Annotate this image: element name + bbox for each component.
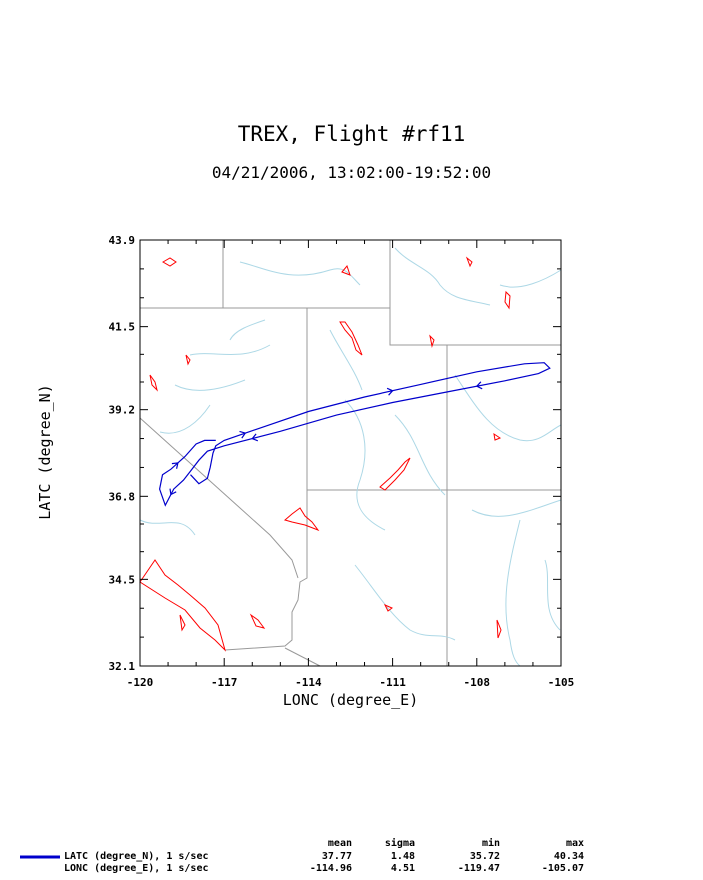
rivers	[139, 247, 562, 667]
stats-header-max: max	[565, 838, 584, 849]
direction-arrows	[169, 381, 483, 496]
y-tick-label: 32.1	[109, 660, 136, 673]
direction-arrow	[169, 488, 177, 496]
stats-header-mean: mean	[327, 838, 352, 849]
stats-row-label-lonc: LONC (degree_E), 1 s/sec	[64, 863, 209, 874]
y-tick-label: 43.9	[109, 234, 136, 247]
y-tick-label: 41.5	[109, 321, 136, 334]
direction-arrow	[171, 462, 179, 469]
flight-track-line	[158, 362, 551, 507]
x-axis-label: LONC (degree_E)	[282, 691, 419, 709]
chart-subtitle: 04/21/2006, 13:02:00-19:52:00	[211, 163, 492, 182]
stats-latc-min: 35.72	[469, 851, 500, 862]
x-tick-label: -114	[295, 676, 322, 689]
x-tick-label: -108	[464, 676, 491, 689]
y-tick-label: 34.5	[109, 573, 136, 586]
direction-arrow	[239, 430, 247, 439]
lakes	[139, 256, 511, 652]
axis-ticks	[139, 239, 562, 667]
direction-arrow	[386, 387, 394, 396]
y-tick-label: 39.2	[109, 404, 136, 417]
stats-header-min: min	[481, 838, 500, 849]
axis-tick-labels: -120 -117 -114 -111 -108 -105 32.1 34.5 36.8 39.2…	[109, 234, 575, 689]
x-tick-label: -120	[127, 676, 154, 689]
stats-lonc-mean: -114.96	[309, 863, 352, 874]
stats-latc-sigma: 1.48	[390, 851, 415, 862]
y-tick-label: 36.8	[109, 490, 136, 503]
stats-lonc-max: -105.07	[541, 863, 584, 874]
direction-arrow	[475, 381, 483, 390]
x-tick-label: -117	[211, 676, 238, 689]
y-axis-label: LATC (degree_N)	[36, 384, 54, 520]
plot-frame	[139, 239, 562, 667]
x-tick-label: -111	[379, 676, 406, 689]
stats-latc-max: 40.34	[553, 851, 584, 862]
stats-row-label-latc: LATC (degree_N), 1 s/sec	[64, 851, 209, 862]
stats-lonc-min: -119.47	[457, 863, 500, 874]
x-tick-label: -105	[548, 676, 575, 689]
state-borders	[139, 240, 561, 667]
direction-arrow	[251, 433, 259, 442]
stats-header-sigma: sigma	[384, 838, 415, 849]
stats-lonc-sigma: 4.51	[390, 863, 415, 874]
chart-title: TREX, Flight #rf11	[237, 122, 466, 146]
stats-latc-mean: 37.77	[321, 851, 352, 862]
